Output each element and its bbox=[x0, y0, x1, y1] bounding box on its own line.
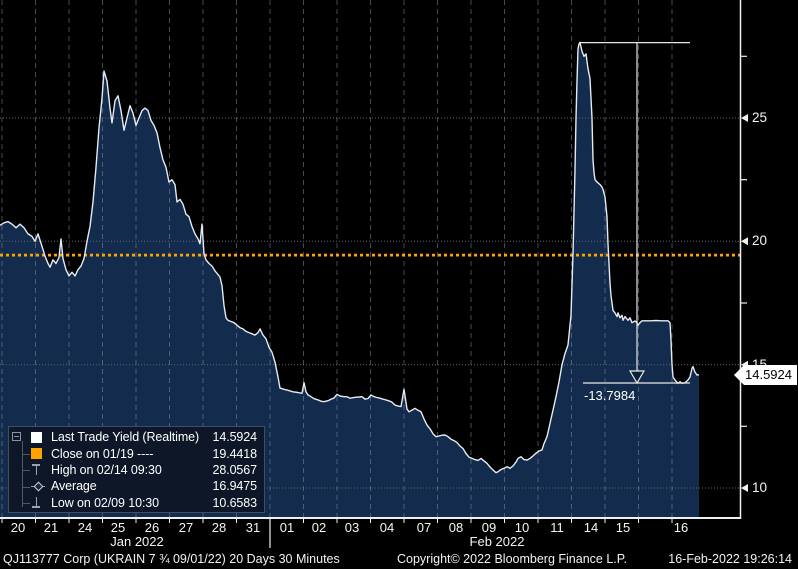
chart-legend: Last Trade Yield (Realtime) 14.5924 Close … bbox=[8, 426, 265, 513]
legend-row-1[interactable]: Last Trade Yield (Realtime) 14.5924 bbox=[9, 429, 264, 445]
legend-value: 19.4418 bbox=[212, 446, 258, 461]
legend-rows: Last Trade Yield (Realtime) 14.5924 Close … bbox=[9, 429, 264, 511]
timestamp: 16-Feb-2022 19:26:14 bbox=[668, 552, 792, 566]
y-tick-arrow-icon bbox=[741, 237, 748, 246]
drawdown-annotation-label: -13.7984 bbox=[584, 388, 636, 403]
x-tick-label: 16 bbox=[673, 520, 689, 535]
legend-row-5[interactable]: Low on 02/09 10:30 10.6583 bbox=[9, 495, 264, 511]
legend-expander-icon[interactable] bbox=[12, 432, 21, 441]
y-tick-arrow-icon bbox=[741, 484, 748, 492]
legend-label: Close on 01/19 ---- bbox=[51, 446, 154, 461]
x-tick-label: 07 bbox=[416, 520, 432, 535]
legend-value: 14.5924 bbox=[212, 430, 258, 445]
legend-value: 16.9475 bbox=[212, 479, 258, 494]
x-tick-label: 25 bbox=[110, 520, 126, 535]
orange-square-icon bbox=[31, 448, 42, 460]
average-marker-icon bbox=[31, 481, 45, 492]
legend-tree-stub bbox=[23, 454, 30, 455]
month-label: Feb 2022 bbox=[469, 534, 525, 549]
month-label: Jan 2022 bbox=[110, 534, 164, 549]
low-marker-icon bbox=[31, 497, 42, 509]
y-tick-label: 10 bbox=[752, 480, 768, 495]
x-tick-label: 27 bbox=[178, 520, 194, 535]
legend-label: High on 02/14 09:30 bbox=[51, 462, 162, 477]
status-bar: QJ113777 Corp (UKRAIN 7 ¾ 09/01/22) 20 D… bbox=[0, 548, 798, 569]
legend-label: Last Trade Yield (Realtime) bbox=[51, 430, 200, 445]
x-tick-label: 10 bbox=[514, 520, 530, 535]
legend-tree-stub bbox=[23, 503, 30, 504]
area-fill bbox=[0, 42, 699, 517]
legend-label: Low on 02/09 10:30 bbox=[51, 495, 160, 510]
annotation-arrowhead-icon bbox=[628, 370, 646, 385]
x-tick-label: 11 bbox=[550, 520, 564, 535]
legend-value: 10.6583 bbox=[212, 495, 258, 510]
y-tick-label: 25 bbox=[752, 110, 768, 125]
legend-tree-stub bbox=[23, 470, 30, 471]
x-tick-label: 15 bbox=[615, 520, 631, 535]
x-tick-label: 28 bbox=[211, 520, 227, 535]
x-tick-label: 21 bbox=[43, 520, 59, 535]
x-tick-label: 26 bbox=[144, 520, 160, 535]
legend-row-3[interactable]: High on 02/14 09:30 28.0567 bbox=[9, 462, 264, 478]
price-line bbox=[0, 41, 700, 474]
security-description: QJ113777 Corp (UKRAIN 7 ¾ 09/01/22) 20 D… bbox=[3, 552, 340, 566]
x-tick-label: 09 bbox=[481, 520, 497, 535]
x-tick-label: 04 bbox=[379, 520, 395, 535]
y-tick-arrow-icon bbox=[741, 114, 748, 122]
x-tick-label: 14 bbox=[583, 520, 599, 535]
white-square-icon bbox=[31, 431, 42, 443]
legend-row-2[interactable]: Close on 01/19 ---- 19.4418 bbox=[9, 445, 264, 461]
legend-tree-line bbox=[22, 441, 23, 507]
x-tick-label: 31 bbox=[245, 520, 261, 535]
copyright-text: Copyright© 2022 Bloomberg Finance L.P. bbox=[397, 552, 627, 566]
legend-tree-stub bbox=[23, 487, 30, 488]
x-tick-label: 24 bbox=[77, 520, 93, 535]
last-price-badge: 14.5924 bbox=[734, 365, 797, 385]
price-badge-arrow-icon bbox=[734, 365, 744, 385]
x-tick-label: 03 bbox=[344, 520, 360, 535]
legend-label: Average bbox=[51, 479, 97, 494]
legend-row-4[interactable]: Average 16.9475 bbox=[9, 478, 264, 494]
x-tick-label: 02 bbox=[311, 520, 327, 535]
x-tick-label: 20 bbox=[10, 520, 26, 535]
price-badge-value: 14.5924 bbox=[744, 365, 797, 385]
x-tick-label: 01 bbox=[279, 520, 295, 535]
x-tick-label: 08 bbox=[448, 520, 464, 535]
legend-value: 28.0567 bbox=[212, 462, 258, 477]
high-marker-icon bbox=[31, 464, 42, 476]
y-tick-label: 20 bbox=[752, 233, 768, 248]
